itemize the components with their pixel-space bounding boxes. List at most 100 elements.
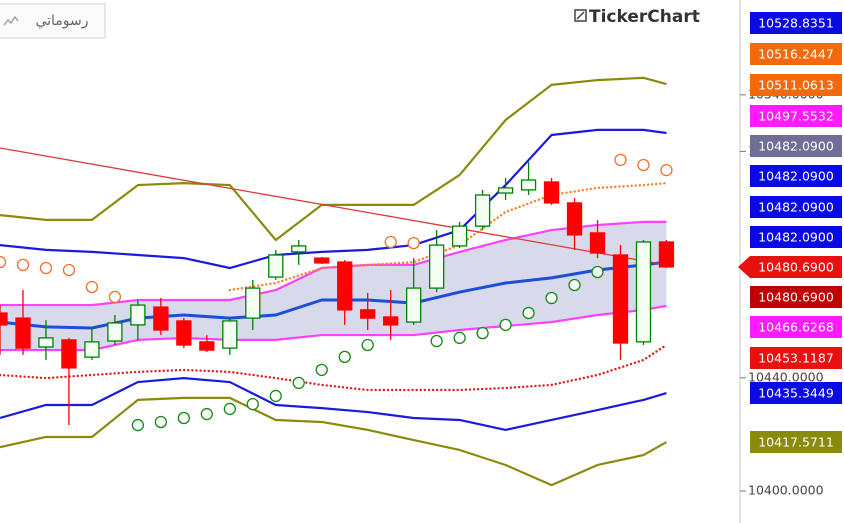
candle-body (199, 341, 215, 351)
candle-body (107, 322, 123, 342)
indicator-line (0, 343, 668, 392)
candle-body (291, 245, 307, 253)
price-label-arrow (738, 256, 750, 278)
candle-body (38, 337, 54, 348)
candle-body (566, 202, 583, 236)
candle-body (176, 320, 192, 346)
price-label (750, 256, 842, 278)
candle-body (543, 181, 560, 204)
sar-marker (476, 326, 489, 340)
my-charts-button[interactable]: رسوماتي (0, 3, 106, 39)
candle-body (0, 312, 8, 326)
sar-marker (200, 407, 213, 421)
price-label-text: 10482.0900 (758, 230, 834, 245)
candle-body (635, 241, 652, 343)
y-tick-label: 10440.0000 (748, 369, 824, 384)
sar-marker (131, 418, 145, 432)
sar-marker (361, 338, 374, 352)
sar-marker (154, 415, 168, 429)
sar-marker (0, 255, 7, 269)
sar-marker (660, 163, 673, 177)
candle-body (658, 241, 675, 268)
sar-marker (223, 402, 236, 416)
price-label (750, 43, 842, 65)
sar-marker (62, 263, 76, 277)
price-label-text: 10482.0900 (758, 169, 834, 184)
y-tick-label: 10400.0000 (748, 483, 824, 498)
sar-marker (246, 397, 259, 411)
candle-body (383, 316, 399, 326)
candle-body (15, 317, 31, 349)
price-label (750, 431, 842, 453)
price-label (750, 347, 842, 369)
indicator-line (0, 128, 667, 270)
trendline (0, 147, 667, 266)
price-label (750, 165, 842, 187)
sar-marker (292, 376, 305, 390)
logo-icon (574, 9, 587, 22)
candle-body (268, 254, 284, 278)
sar-marker (614, 153, 627, 167)
price-label (750, 316, 842, 338)
candle-body (84, 341, 100, 358)
price-label-text: 10497.5532 (758, 109, 834, 124)
sar-marker (637, 158, 650, 172)
logo: TickerChart (589, 7, 700, 27)
price-label (750, 74, 842, 96)
sar-marker (407, 236, 420, 250)
price-label-text: 10453.1187 (758, 351, 834, 366)
plot-area (0, 76, 675, 487)
price-label-text: 10480.6900 (758, 260, 834, 275)
price-label (750, 196, 842, 218)
price-label-text: 10511.0613 (758, 78, 834, 93)
candle-body (130, 304, 146, 326)
candle-body (589, 232, 606, 254)
candle-body (222, 320, 238, 349)
sar-marker (269, 389, 282, 403)
candle-body (474, 194, 491, 227)
price-label (750, 382, 842, 404)
button-icon (3, 15, 19, 26)
price-label (750, 286, 842, 308)
sar-marker (39, 261, 53, 275)
price-label-text: 10482.0900 (758, 139, 834, 154)
candle-body (406, 287, 422, 323)
price-label-text: 10516.2447 (758, 47, 834, 62)
candle-body (451, 225, 468, 247)
indicator-line (0, 396, 668, 487)
sar-marker (591, 265, 604, 279)
logo-icon-stroke (576, 11, 585, 20)
candle-body (612, 254, 629, 344)
candle-body (337, 261, 353, 311)
price-label-text: 10466.6268 (758, 320, 834, 335)
sar-marker (16, 258, 30, 272)
price-label-text: 10528.8351 (758, 16, 834, 31)
sar-marker (568, 278, 581, 292)
button-label[interactable]: رسوماتي (35, 13, 88, 29)
sar-marker (430, 334, 443, 348)
price-label-text: 10435.3449 (758, 386, 834, 401)
indicator-line (228, 181, 668, 292)
price-label (750, 135, 842, 157)
candle-body (428, 244, 445, 289)
candle-body (61, 339, 77, 369)
price-label-text: 10482.0900 (758, 200, 834, 215)
sar-marker (499, 318, 512, 332)
candle-body (360, 309, 376, 319)
sar-marker (384, 235, 397, 249)
candle-body (520, 179, 537, 191)
sar-marker (545, 291, 558, 305)
price-label-text: 10417.5711 (758, 435, 834, 450)
sar-marker (315, 363, 328, 377)
price-axis: 10400.000010440.000010520.000010540.0000… (738, 12, 842, 498)
indicator-line (0, 76, 667, 242)
price-label (750, 105, 842, 127)
sar-marker (522, 306, 535, 320)
indicator-line (0, 377, 667, 431)
sar-marker (85, 280, 99, 294)
candle-body (153, 306, 169, 331)
price-label-text: 10480.6900 (758, 290, 834, 305)
sar-marker (338, 350, 351, 364)
sar-marker (453, 331, 466, 345)
